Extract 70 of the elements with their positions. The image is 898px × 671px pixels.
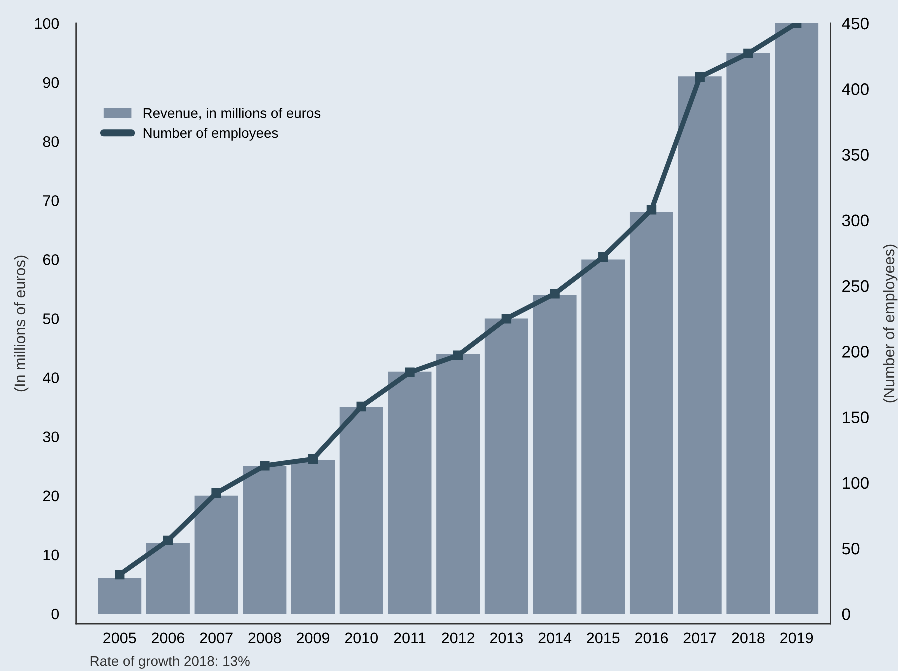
bar	[292, 460, 336, 614]
y-tick-label: 70	[43, 196, 60, 206]
y-tick-label: 80	[43, 136, 60, 148]
y2-tick-label: 100	[843, 477, 869, 490]
y-tick-label: 0	[52, 608, 60, 620]
x-tick-label: 2009	[297, 632, 330, 644]
x-tick-label: 2013	[490, 632, 524, 644]
x-tick-label: 2019	[780, 632, 814, 644]
point	[695, 72, 705, 82]
y2-tick-label: 400	[842, 84, 869, 96]
x-tick-label: 2018	[732, 632, 765, 644]
y-tick-label: 30	[43, 432, 60, 443]
y-tick-label: 60	[43, 254, 60, 266]
point	[356, 402, 366, 412]
point	[212, 488, 222, 498]
y-tick-label: 20	[43, 490, 60, 502]
x-tick-label: 2007	[200, 632, 233, 644]
y2-tick-label: 50	[842, 542, 860, 555]
bar	[388, 372, 432, 614]
y2-axis-title: (Number of employees)	[883, 244, 898, 403]
bar	[775, 23, 819, 614]
y2-tick-label: 450	[842, 18, 869, 30]
x-tick-label: 2011	[394, 632, 426, 644]
y2-tick-label: 0	[842, 608, 850, 620]
y-tick-label: 50	[43, 314, 60, 324]
point	[114, 570, 125, 580]
x-tick-label: 2008	[248, 632, 282, 644]
bar	[678, 76, 722, 614]
point	[308, 454, 318, 464]
x-tick-label: 2006	[152, 632, 185, 644]
y2-tick-label: 150	[843, 412, 869, 424]
y-tick-label: 40	[43, 372, 60, 384]
bar	[340, 407, 384, 614]
x-tick-label: 2014	[538, 632, 572, 644]
point	[744, 48, 754, 59]
bar	[436, 354, 480, 614]
y2-tick-label: 300	[842, 214, 869, 227]
bar	[98, 578, 142, 614]
text: Rate of growth 2018: 13%	[90, 656, 250, 669]
y-tick-label: 10	[44, 550, 60, 561]
point	[405, 368, 415, 378]
legend-label: Number of employees	[144, 128, 278, 141]
y-tick-label: 100	[35, 18, 60, 30]
bar	[533, 295, 577, 614]
point	[453, 350, 464, 360]
y-tick-label: 90	[43, 77, 60, 88]
x-tick-label: 2010	[345, 632, 378, 644]
x-tick-label: 2017	[684, 632, 716, 644]
x-tick-label: 2016	[636, 632, 668, 644]
bar	[484, 318, 528, 614]
bar	[726, 53, 770, 614]
point	[598, 252, 608, 262]
x-tick-label: 2012	[442, 632, 475, 644]
y2-tick-label: 350	[842, 149, 869, 161]
x-tick-label: 2015	[587, 632, 620, 644]
bar	[243, 466, 287, 614]
bar	[194, 496, 238, 614]
y2-tick-label: 200	[842, 346, 869, 358]
point	[260, 460, 270, 471]
y-axis-title: (In millions of euros)	[14, 256, 29, 392]
point	[163, 536, 174, 546]
point	[646, 205, 657, 215]
x-tick-label: 2005	[104, 632, 136, 644]
point	[502, 314, 512, 324]
point	[550, 289, 560, 299]
legend-label: Revenue, in millions of euros	[144, 108, 321, 120]
y2-tick-label: 250	[842, 280, 869, 292]
bar	[146, 543, 190, 614]
bar	[630, 212, 674, 614]
bar	[582, 260, 626, 614]
